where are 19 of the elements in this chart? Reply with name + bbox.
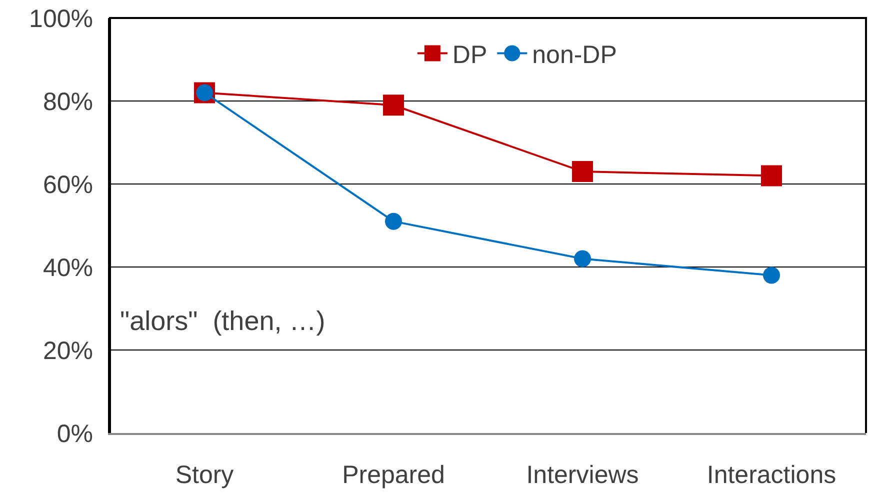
point	[574, 250, 591, 268]
legend-label: DP	[452, 40, 488, 69]
y-tick-label: 0%	[56, 420, 93, 448]
point	[761, 165, 782, 186]
y-tick-label: 20%	[42, 336, 93, 365]
point	[385, 212, 402, 230]
y-tick-label: 100%	[29, 4, 93, 33]
y-tick-label: 60%	[42, 170, 93, 199]
point	[763, 266, 780, 284]
point	[383, 94, 404, 116]
x-tick-label: Prepared	[342, 461, 445, 489]
annotation: "alors" (then, …)	[120, 306, 326, 336]
x-tick-label: Interviews	[526, 461, 639, 489]
x-tick-label: Story	[175, 461, 234, 489]
x-tick-label: Interactions	[706, 461, 836, 489]
legend-label: non-DP	[532, 40, 617, 69]
point	[572, 161, 593, 182]
y-tick-label: 80%	[42, 88, 93, 116]
y-tick-label: 40%	[42, 254, 93, 282]
